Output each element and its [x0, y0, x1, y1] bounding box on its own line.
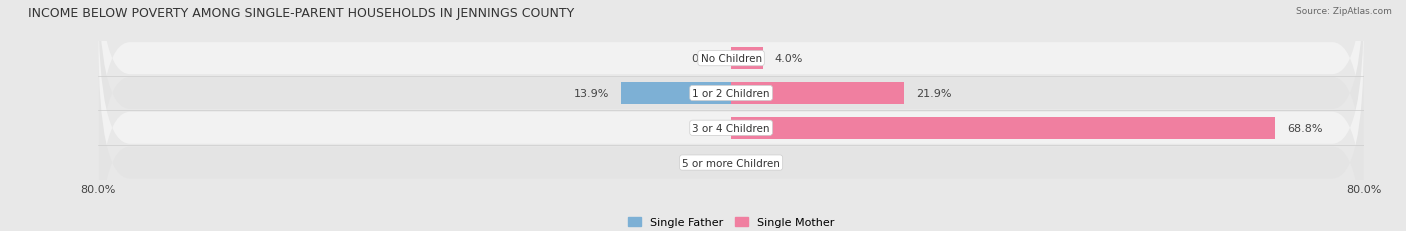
Text: 5 or more Children: 5 or more Children: [682, 158, 780, 168]
Text: 0.0%: 0.0%: [690, 158, 720, 168]
Text: 4.0%: 4.0%: [775, 54, 803, 64]
FancyBboxPatch shape: [98, 0, 1364, 216]
Text: 68.8%: 68.8%: [1286, 123, 1323, 133]
FancyBboxPatch shape: [98, 0, 1364, 182]
Bar: [731, 48, 762, 70]
FancyBboxPatch shape: [98, 40, 1364, 231]
Bar: [731, 83, 904, 104]
Text: No Children: No Children: [700, 54, 762, 64]
Text: 21.9%: 21.9%: [917, 88, 952, 99]
Text: 13.9%: 13.9%: [574, 88, 609, 99]
Text: 0.0%: 0.0%: [742, 158, 772, 168]
Text: INCOME BELOW POVERTY AMONG SINGLE-PARENT HOUSEHOLDS IN JENNINGS COUNTY: INCOME BELOW POVERTY AMONG SINGLE-PARENT…: [28, 7, 575, 20]
Text: Source: ZipAtlas.com: Source: ZipAtlas.com: [1296, 7, 1392, 16]
Bar: [621, 83, 731, 104]
Text: 0.0%: 0.0%: [690, 123, 720, 133]
Bar: [731, 118, 1275, 139]
FancyBboxPatch shape: [98, 6, 1364, 231]
Text: 1 or 2 Children: 1 or 2 Children: [692, 88, 770, 99]
Legend: Single Father, Single Mother: Single Father, Single Mother: [628, 217, 834, 227]
Text: 0.0%: 0.0%: [690, 54, 720, 64]
Text: 3 or 4 Children: 3 or 4 Children: [692, 123, 770, 133]
